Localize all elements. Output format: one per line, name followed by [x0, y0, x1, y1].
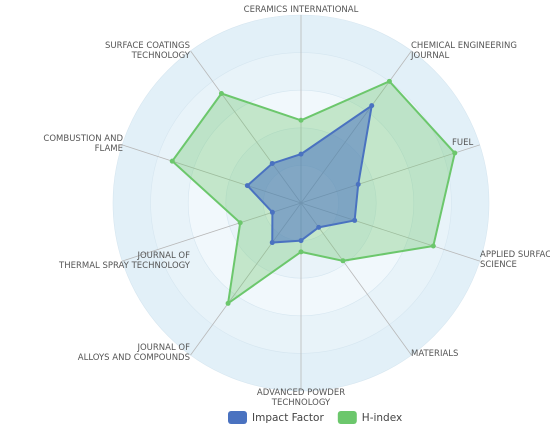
- category-label: CHEMICAL ENGINEERING JOURNAL: [410, 41, 517, 61]
- category-label: ADVANCED POWDER TECHNOLOGY: [257, 388, 345, 408]
- category-label-line: THERMAL SPRAY TECHNOLOGY: [58, 261, 191, 271]
- category-label: CERAMICS INTERNATIONAL: [244, 5, 359, 15]
- data-point: [352, 217, 358, 223]
- data-point: [244, 183, 250, 189]
- category-label-line: ALLOYS AND COMPOUNDS: [78, 353, 190, 363]
- category-label-line: JOURNAL OF: [136, 343, 190, 353]
- data-point: [298, 117, 304, 123]
- category-label: SURFACE COATINGS TECHNOLOGY: [105, 41, 191, 61]
- legend-swatch[interactable]: [228, 411, 247, 424]
- legend-label: H-index: [362, 412, 402, 424]
- data-point: [269, 240, 275, 246]
- category-label-line: TECHNOLOGY: [271, 398, 331, 408]
- category-label-line: CHEMICAL ENGINEERING: [411, 41, 517, 51]
- category-label-line: FUEL: [452, 138, 473, 148]
- category-label: MATERIALS: [411, 349, 458, 359]
- data-point: [237, 220, 243, 226]
- category-label-line: JOURNAL OF: [136, 251, 190, 261]
- category-label: COMBUSTION AND FLAME: [43, 134, 123, 154]
- data-point: [169, 158, 175, 164]
- category-label-line: COMBUSTION AND: [43, 134, 123, 144]
- category-label-line: SURFACE COATINGS: [105, 41, 190, 51]
- category-label-line: ADVANCED POWDER: [257, 388, 345, 398]
- category-label: JOURNAL OF ALLOYS AND COMPOUNDS: [78, 343, 190, 363]
- data-point: [452, 150, 458, 156]
- data-point: [298, 249, 304, 255]
- category-label-line: JOURNAL: [410, 51, 449, 61]
- category-label-line: MATERIALS: [411, 349, 458, 359]
- data-point: [369, 103, 375, 109]
- data-point: [298, 151, 304, 157]
- category-label-line: CERAMICS INTERNATIONAL: [244, 5, 359, 15]
- data-point: [430, 243, 436, 249]
- category-label-line: TECHNOLOGY: [131, 51, 191, 61]
- category-label-line: SCIENCE: [480, 260, 517, 270]
- data-point: [298, 238, 304, 244]
- legend-swatch[interactable]: [337, 411, 357, 424]
- category-label: FUEL: [452, 138, 473, 148]
- data-point: [316, 224, 322, 230]
- data-point: [225, 300, 231, 306]
- data-point: [269, 209, 275, 215]
- category-label-line: FLAME: [95, 144, 123, 154]
- category-label: APPLIED SURFACE SCIENCE: [480, 250, 550, 270]
- data-point: [269, 160, 275, 166]
- legend-label: Impact Factor: [252, 412, 324, 424]
- data-point: [386, 78, 392, 84]
- data-point: [355, 181, 361, 187]
- category-label-line: APPLIED SURFACE: [480, 250, 550, 260]
- data-point: [218, 90, 224, 96]
- category-label: JOURNAL OF THERMAL SPRAY TECHNOLOGY: [58, 251, 191, 271]
- data-point: [340, 258, 346, 264]
